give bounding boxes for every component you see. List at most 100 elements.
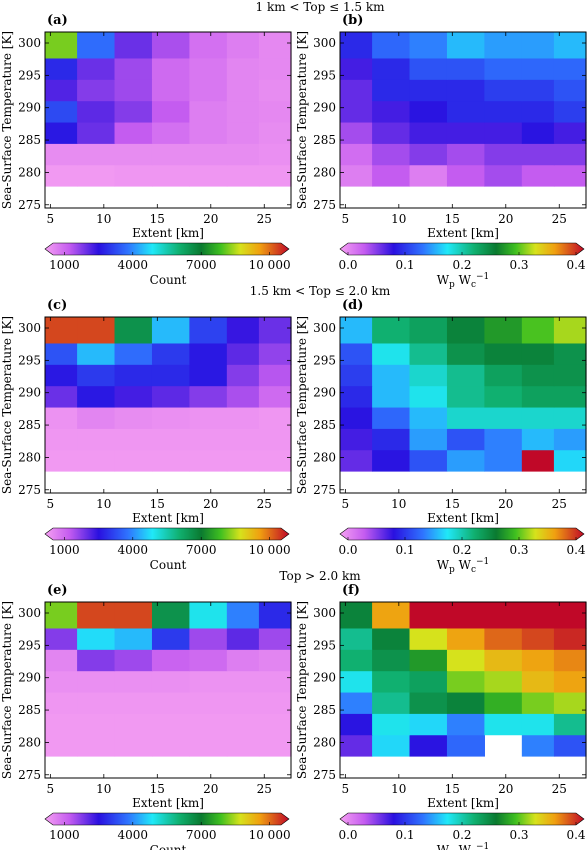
heatmap-cell <box>151 428 190 451</box>
heatmap-cell <box>446 428 485 451</box>
heatmap-cell <box>409 602 448 629</box>
x-tick-label: 10 <box>391 212 406 226</box>
y-tick-label: 285 <box>18 418 41 432</box>
heatmap-cell <box>114 317 153 344</box>
heatmap-cell <box>45 602 78 629</box>
colorbar-label: Wp Wc−1 <box>437 557 490 575</box>
heatmap-cell <box>258 449 292 472</box>
heatmap-cell <box>446 627 485 650</box>
heatmap-cell <box>553 364 587 387</box>
heatmap-cell <box>151 670 190 693</box>
heatmap-cell <box>446 57 485 80</box>
heatmap-cell <box>521 713 555 736</box>
heatmap-cell <box>151 364 190 387</box>
heatmap-cell <box>151 79 190 102</box>
heatmap-cell <box>521 121 555 144</box>
heatmap-cell <box>484 428 523 451</box>
heatmap-cell <box>446 670 485 693</box>
heatmap-cell <box>45 32 78 59</box>
heatmap-cell <box>446 734 485 757</box>
heatmap-cell <box>484 670 523 693</box>
y-tick-label: 295 <box>18 353 41 367</box>
heatmap-cell <box>484 691 523 714</box>
heatmap-cell <box>340 342 373 365</box>
y-tick-label: 280 <box>18 450 41 464</box>
heatmap-cell <box>484 449 523 472</box>
heatmap-cell <box>45 317 78 344</box>
heatmap-cell <box>484 385 523 408</box>
heatmap-cell <box>77 406 116 429</box>
heatmap-cell <box>77 649 116 672</box>
y-tick-label: 295 <box>313 68 336 82</box>
heatmap-cell <box>553 143 587 166</box>
heatmap-cell <box>446 100 485 123</box>
heatmap-cell <box>372 342 411 365</box>
heatmap-cell <box>340 79 373 102</box>
x-tick-label: 15 <box>150 212 165 226</box>
colorbar-tick-label: 10 000 <box>249 258 291 272</box>
heatmap-cell <box>226 670 260 693</box>
heatmap-cell <box>258 342 292 365</box>
y-tick-label: 275 <box>313 483 336 497</box>
y-tick-label: 285 <box>313 418 336 432</box>
heatmap-cell <box>226 385 260 408</box>
heatmap-cell <box>114 143 153 166</box>
y-tick-label: 290 <box>18 671 41 685</box>
heatmap-cell <box>340 713 373 736</box>
heatmap-cell <box>226 317 260 344</box>
heatmap-cell <box>226 691 260 714</box>
heatmap-cell <box>521 385 555 408</box>
heatmap-cell <box>409 449 448 472</box>
y-tick-label: 280 <box>313 735 336 749</box>
heatmap-cell <box>372 317 411 344</box>
heatmap-cell <box>114 32 153 59</box>
heatmap-cell <box>258 627 292 650</box>
row-title-1: 1 km < Top ≤ 1.5 km <box>256 0 386 14</box>
colorbar-tick-label: 4000 <box>118 258 149 272</box>
heatmap-cell <box>484 79 523 102</box>
heatmap-cell <box>340 428 373 451</box>
y-tick-label: 300 <box>313 36 336 50</box>
heatmap-cell <box>372 143 411 166</box>
heatmap-cell <box>340 57 373 80</box>
colorbar-tick-label: 7000 <box>186 828 217 842</box>
heatmap-cell <box>446 32 485 59</box>
colorbar-count: 1000 4000 7000 10 000 Count <box>44 242 291 287</box>
heatmap-cell <box>151 385 190 408</box>
x-tick-label: 10 <box>96 497 111 511</box>
heatmap-cell <box>409 32 448 59</box>
heatmap-cell <box>484 406 523 429</box>
axes-frame <box>339 316 587 494</box>
heatmap-cell <box>521 100 555 123</box>
heatmap-cell <box>484 602 523 629</box>
heatmap-cell <box>372 691 411 714</box>
heatmap-cell <box>189 691 228 714</box>
x-tick-label: 5 <box>47 782 55 796</box>
heatmap-cell <box>151 649 190 672</box>
heatmap-cell <box>372 57 411 80</box>
y-tick-label: 285 <box>313 703 336 717</box>
heatmap-cell <box>484 649 523 672</box>
heatmap-cell <box>553 121 587 144</box>
heatmap-cell <box>521 364 555 387</box>
heatmap-cell <box>340 121 373 144</box>
heatmap-cell <box>189 670 228 693</box>
heatmap-cell <box>45 734 78 757</box>
heatmap-cell <box>189 364 228 387</box>
heatmap-cell <box>409 713 448 736</box>
heatmap-cell <box>340 627 373 650</box>
heatmap-cell <box>372 406 411 429</box>
heatmap-cell <box>45 164 78 187</box>
heatmap-cell <box>189 143 228 166</box>
y-tick-label: 300 <box>18 36 41 50</box>
heatmap-cell <box>446 691 485 714</box>
y-tick-label: 295 <box>313 353 336 367</box>
heatmap-cell <box>114 364 153 387</box>
x-tick-label: 5 <box>342 497 350 511</box>
heatmap-cell <box>114 164 153 187</box>
y-tick-label: 275 <box>313 198 336 212</box>
x-tick-label: 25 <box>257 497 272 511</box>
heatmap-cell <box>77 121 116 144</box>
x-axis-label: Extent [km] <box>132 796 204 810</box>
